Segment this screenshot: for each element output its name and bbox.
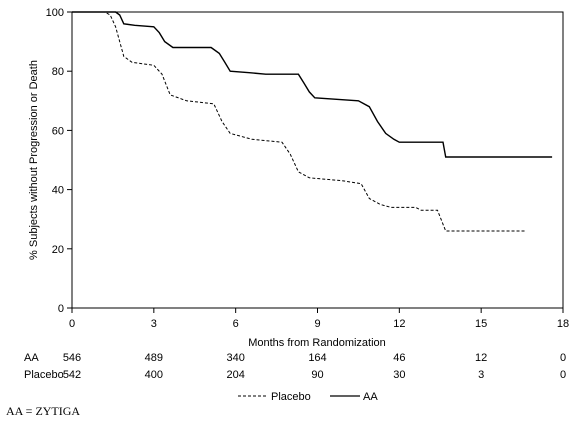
series-line-placebo — [72, 11, 525, 232]
risk-count: 0 — [560, 369, 566, 381]
plot-series — [72, 11, 553, 232]
legend: Placebo AA — [238, 391, 378, 403]
y-tick-label: 0 — [58, 303, 64, 315]
x-axis: 0 3 6 9 12 15 18 — [69, 308, 569, 330]
risk-row-label: AA — [24, 352, 39, 364]
y-axis-label: % Subjects without Progression or Death — [28, 60, 40, 260]
x-tick-label: 9 — [314, 318, 320, 330]
x-tick-label: 6 — [233, 318, 239, 330]
x-tick-label: 12 — [393, 318, 405, 330]
y-tick-label: 20 — [52, 244, 64, 256]
risk-count: 46 — [393, 352, 405, 364]
risk-count: 30 — [393, 369, 405, 381]
y-axis: 0 20 40 60 80 100 — [46, 7, 72, 315]
legend-label: AA — [363, 391, 378, 403]
series-line-aa — [72, 11, 553, 158]
risk-count: 400 — [145, 369, 163, 381]
risk-count: 3 — [478, 369, 484, 381]
risk-count: 0 — [560, 352, 566, 364]
risk-count: 204 — [226, 369, 244, 381]
risk-count: 542 — [63, 369, 81, 381]
risk-count: 340 — [226, 352, 244, 364]
x-tick-label: 15 — [475, 318, 487, 330]
risk-count: 164 — [308, 352, 326, 364]
x-tick-label: 0 — [69, 318, 75, 330]
legend-label: Placebo — [271, 391, 311, 403]
y-tick-label: 100 — [46, 7, 64, 19]
x-tick-label: 18 — [557, 318, 569, 330]
y-tick-label: 80 — [52, 66, 64, 78]
risk-count: 12 — [475, 352, 487, 364]
y-tick-label: 60 — [52, 125, 64, 137]
x-tick-label: 3 — [151, 318, 157, 330]
risk-count: 546 — [63, 352, 81, 364]
risk-count: 489 — [145, 352, 163, 364]
risk-count: 90 — [311, 369, 323, 381]
footnote: AA = ZYTIGA — [6, 404, 81, 418]
plot-frame — [71, 11, 564, 309]
risk-row-label: Placebo — [24, 369, 64, 381]
y-tick-label: 40 — [52, 185, 64, 197]
x-axis-label: Months from Randomization — [248, 337, 386, 349]
